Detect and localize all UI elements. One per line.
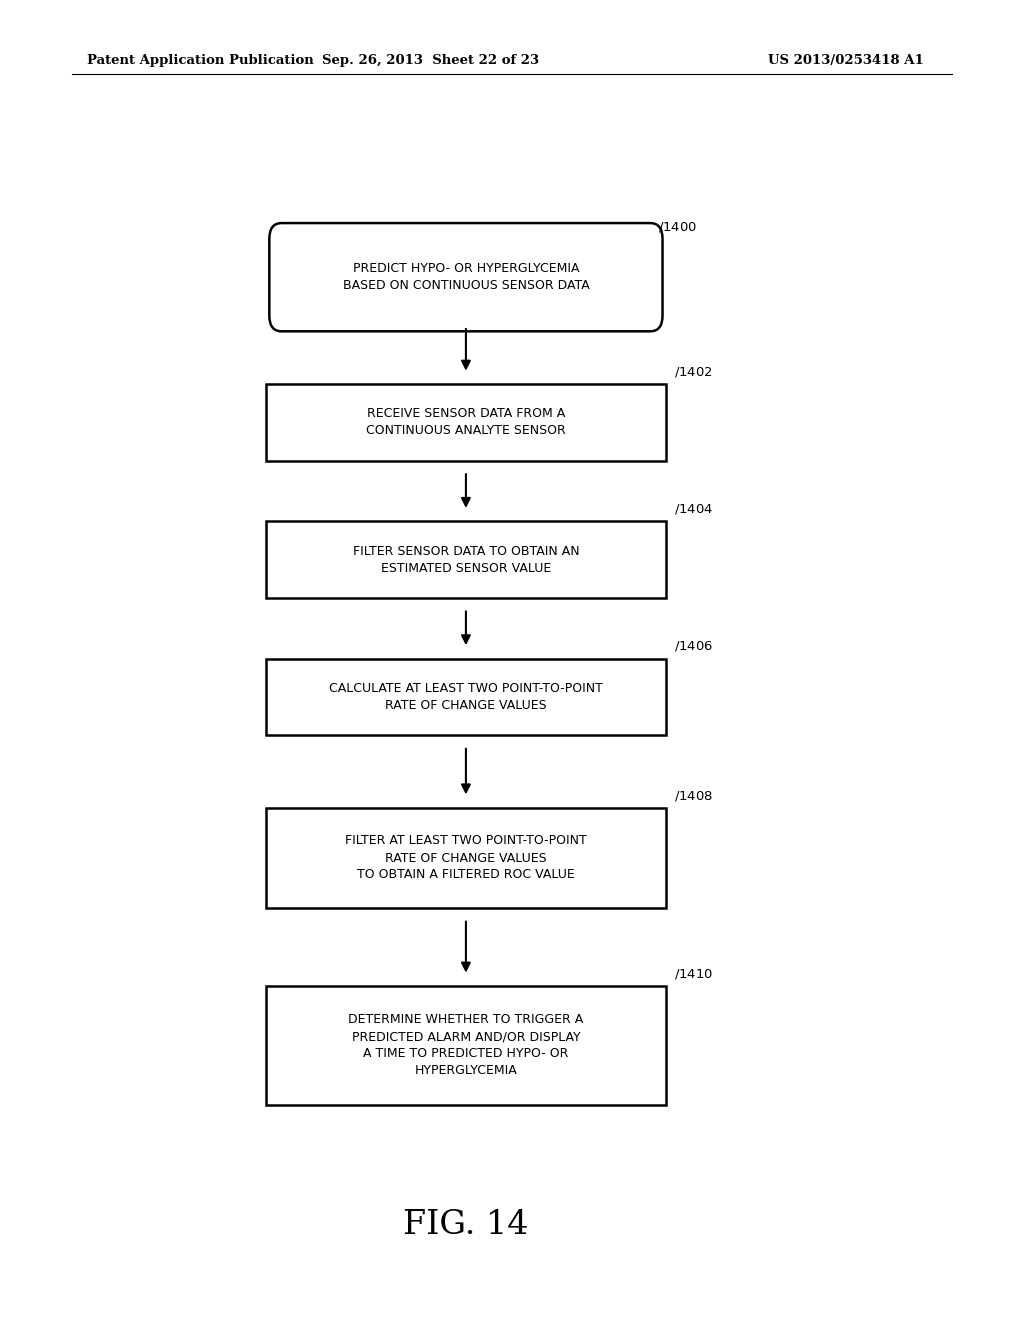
Text: $\mathit{/1402}$: $\mathit{/1402}$	[674, 364, 713, 379]
Text: FILTER SENSOR DATA TO OBTAIN AN
ESTIMATED SENSOR VALUE: FILTER SENSOR DATA TO OBTAIN AN ESTIMATE…	[352, 545, 580, 574]
FancyBboxPatch shape	[269, 223, 663, 331]
Text: DETERMINE WHETHER TO TRIGGER A
PREDICTED ALARM AND/OR DISPLAY
A TIME TO PREDICTE: DETERMINE WHETHER TO TRIGGER A PREDICTED…	[348, 1014, 584, 1077]
Bar	[266, 808, 666, 908]
Bar	[266, 521, 666, 598]
Text: Patent Application Publication: Patent Application Publication	[87, 54, 313, 67]
Text: CALCULATE AT LEAST TWO POINT-TO-POINT
RATE OF CHANGE VALUES: CALCULATE AT LEAST TWO POINT-TO-POINT RA…	[329, 682, 603, 711]
Text: FILTER AT LEAST TWO POINT-TO-POINT
RATE OF CHANGE VALUES
TO OBTAIN A FILTERED RO: FILTER AT LEAST TWO POINT-TO-POINT RATE …	[345, 834, 587, 882]
Text: $\mathit{/1400}$: $\mathit{/1400}$	[658, 219, 697, 234]
Text: $\mathit{/1408}$: $\mathit{/1408}$	[674, 788, 713, 803]
Text: US 2013/0253418 A1: US 2013/0253418 A1	[768, 54, 924, 67]
Text: Sep. 26, 2013  Sheet 22 of 23: Sep. 26, 2013 Sheet 22 of 23	[322, 54, 539, 67]
Bar	[266, 659, 666, 735]
Text: FIG. 14: FIG. 14	[403, 1209, 528, 1241]
Text: $\mathit{/1404}$: $\mathit{/1404}$	[674, 502, 713, 516]
Bar	[266, 384, 666, 461]
Bar	[266, 986, 666, 1105]
Text: PREDICT HYPO- OR HYPERGLYCEMIA
BASED ON CONTINUOUS SENSOR DATA: PREDICT HYPO- OR HYPERGLYCEMIA BASED ON …	[343, 263, 589, 292]
Text: $\mathit{/1406}$: $\mathit{/1406}$	[674, 639, 713, 653]
Text: RECEIVE SENSOR DATA FROM A
CONTINUOUS ANALYTE SENSOR: RECEIVE SENSOR DATA FROM A CONTINUOUS AN…	[366, 408, 566, 437]
Text: $\mathit{/1410}$: $\mathit{/1410}$	[674, 966, 713, 981]
